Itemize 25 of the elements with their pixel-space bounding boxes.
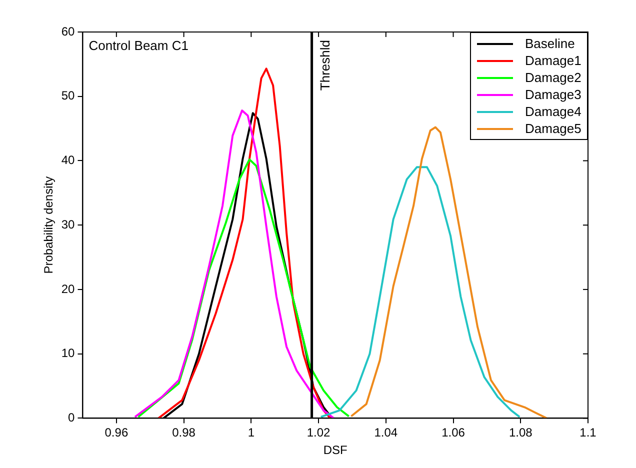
x-tick-label: 1: [248, 426, 255, 440]
x-tick-label: 0.96: [104, 426, 128, 440]
ref-line-label: Threshld: [317, 40, 332, 91]
x-tick-label: 1.06: [442, 426, 466, 440]
legend-label: Damage4: [525, 103, 582, 120]
x-tick-label: 1.04: [374, 426, 398, 440]
y-tick-label: 0: [68, 410, 76, 425]
y-tick-label: 20: [61, 282, 76, 296]
y-tick-label: 30: [61, 217, 76, 232]
x-axis-title: DSF: [323, 443, 348, 458]
legend-label: Damage5: [525, 120, 582, 137]
y-tick-label: 50: [61, 88, 76, 103]
legend-label: Baseline: [525, 35, 575, 52]
x-tick-label: 1.08: [508, 426, 533, 440]
x-tick-label: 1.02: [306, 426, 331, 440]
legend-label: Damage2: [525, 69, 582, 86]
y-tick-label: 40: [61, 153, 76, 168]
annotation: Control Beam C1: [88, 38, 188, 54]
x-tick-label: 1.1: [580, 426, 597, 440]
y-tick-label: 60: [61, 24, 76, 38]
legend-label: Damage1: [525, 52, 582, 69]
y-axis-title: Probability density: [42, 176, 56, 274]
x-tick-label: 0.98: [172, 426, 196, 440]
y-tick-label: 10: [61, 346, 76, 360]
legend-label: Damage3: [525, 86, 582, 103]
